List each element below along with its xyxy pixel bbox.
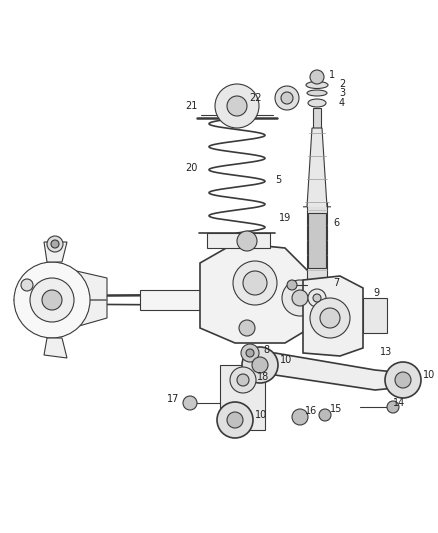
Polygon shape [44,242,67,262]
Circle shape [227,412,243,428]
Polygon shape [363,298,387,333]
Polygon shape [303,276,363,356]
Circle shape [183,396,197,410]
Circle shape [227,96,247,116]
Bar [313,108,321,202]
Polygon shape [200,243,310,343]
Text: 10: 10 [280,355,292,365]
Circle shape [320,308,340,328]
Text: 9: 9 [373,288,379,298]
Circle shape [313,294,321,302]
Circle shape [310,298,350,338]
Polygon shape [72,270,107,328]
Circle shape [51,240,59,248]
Text: 1: 1 [329,70,335,80]
Polygon shape [220,365,265,430]
Circle shape [385,362,421,398]
Text: 19: 19 [279,213,291,223]
Circle shape [292,290,308,306]
Circle shape [21,279,33,291]
Text: 8: 8 [263,345,269,355]
Text: 18: 18 [257,372,269,382]
Polygon shape [303,128,331,207]
Text: 4: 4 [339,98,345,108]
Circle shape [47,236,63,252]
Circle shape [230,367,256,393]
Text: 3: 3 [339,88,345,98]
Text: 15: 15 [330,404,343,414]
Ellipse shape [307,90,327,96]
Polygon shape [245,353,395,390]
Text: 2: 2 [339,79,345,89]
Circle shape [215,84,259,128]
Circle shape [308,289,326,307]
Circle shape [243,271,267,295]
Polygon shape [44,338,67,358]
Circle shape [292,409,308,425]
Bar [307,202,327,293]
Text: 7: 7 [333,278,339,288]
Circle shape [233,261,277,305]
Circle shape [237,231,257,251]
Text: 16: 16 [305,406,317,416]
Circle shape [387,401,399,413]
Circle shape [275,86,299,110]
Bar [140,290,230,310]
Text: 20: 20 [185,163,198,173]
Circle shape [310,70,324,84]
Ellipse shape [308,99,326,107]
Polygon shape [207,233,270,248]
Text: 10: 10 [423,370,435,380]
Text: 5: 5 [275,175,281,185]
Circle shape [287,280,297,290]
Circle shape [241,344,259,362]
Ellipse shape [306,82,328,88]
Circle shape [42,290,62,310]
Text: 10: 10 [255,410,267,420]
Circle shape [237,374,249,386]
Text: 6: 6 [333,218,339,228]
Text: 13: 13 [380,347,392,357]
Circle shape [281,92,293,104]
Text: 17: 17 [167,394,180,404]
Circle shape [395,372,411,388]
Bar [308,213,326,268]
Circle shape [14,262,90,338]
Text: 22: 22 [249,93,261,103]
Text: 14: 14 [393,398,405,408]
Circle shape [319,409,331,421]
Circle shape [252,357,268,373]
Circle shape [239,320,255,336]
Circle shape [246,349,254,357]
Circle shape [217,402,253,438]
Circle shape [242,347,278,383]
Circle shape [30,278,74,322]
Text: 21: 21 [185,101,198,111]
Circle shape [282,280,318,316]
